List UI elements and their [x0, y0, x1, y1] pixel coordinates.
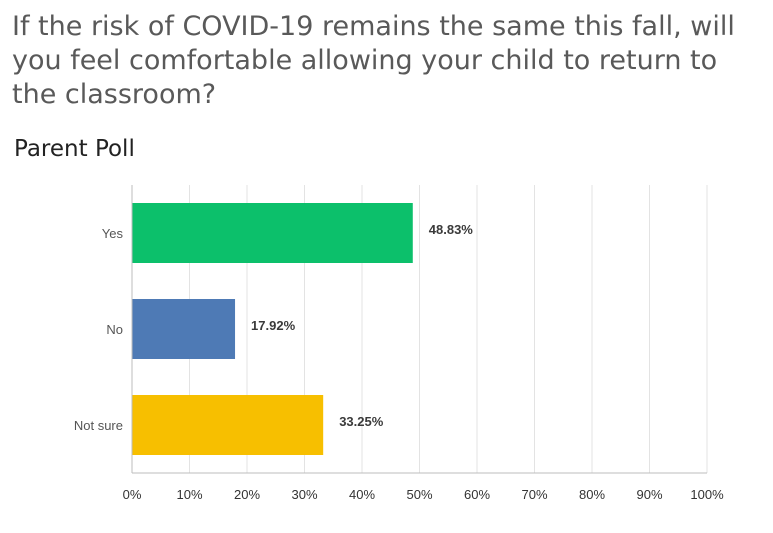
category-label: No [106, 322, 123, 337]
chart-title: If the risk of COVID-19 remains the same… [12, 11, 735, 110]
x-tick-label: 80% [579, 487, 605, 502]
category-label: Not sure [74, 418, 123, 433]
bar [132, 299, 236, 359]
bar-chart: 48.83% 17.92% 33.25% 0% 10% 20% 30% 40% 50% 60% 7… [74, 185, 724, 502]
x-tick-label: 100% [690, 487, 724, 502]
bars: 48.83% 17.92% 33.25% [132, 203, 473, 455]
x-tick-label: 40% [349, 487, 375, 502]
x-tick-label: 20% [234, 487, 260, 502]
x-tick-label: 70% [521, 487, 547, 502]
x-tick-label: 10% [176, 487, 202, 502]
data-label: 48.83% [429, 222, 474, 237]
axes: 0% 10% 20% 30% 40% 50% 60% 70% 80% 90% 100% Yes No No… [74, 185, 724, 502]
x-tick-label: 30% [291, 487, 317, 502]
data-label: 33.25% [339, 414, 384, 429]
x-tick-label: 60% [464, 487, 490, 502]
bar [132, 203, 413, 263]
chart-subtitle: Parent Poll [14, 136, 135, 162]
bar [132, 395, 324, 455]
data-label: 17.92% [251, 318, 296, 333]
x-tick-label: 90% [636, 487, 662, 502]
x-tick-label: 50% [406, 487, 432, 502]
category-label: Yes [102, 226, 124, 241]
x-tick-label: 0% [123, 487, 142, 502]
